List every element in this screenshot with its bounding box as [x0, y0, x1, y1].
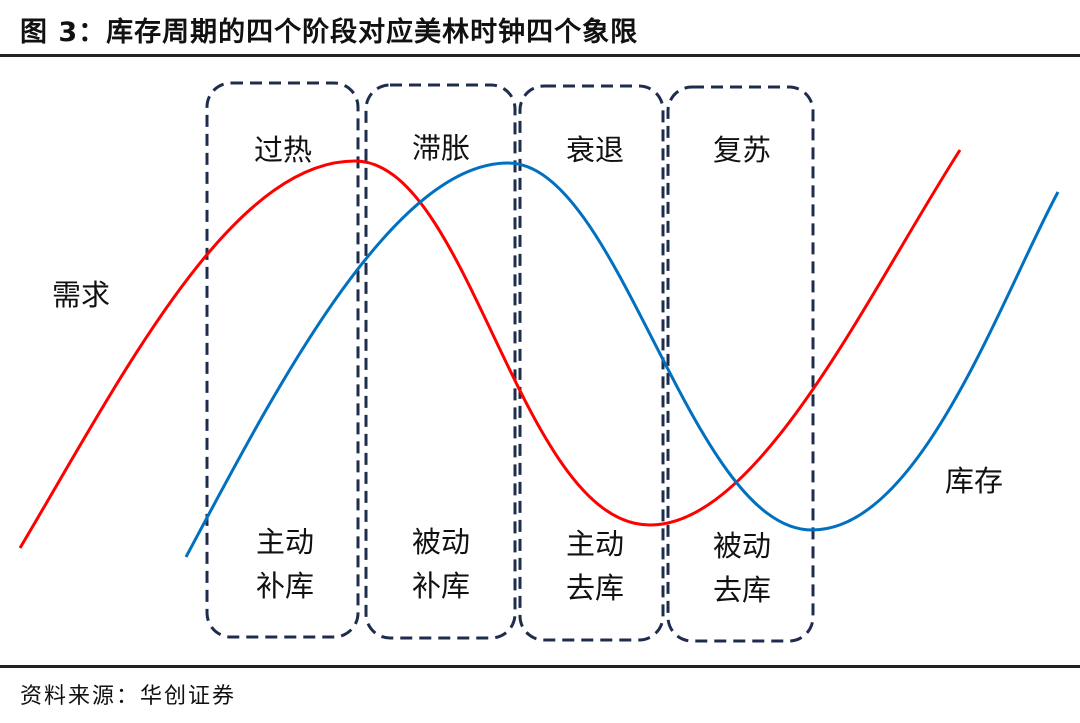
phase-label-overheat: 过热 — [253, 133, 312, 167]
phase-label-recession: 衰退 — [565, 133, 624, 167]
phase-box-stagflation — [364, 83, 517, 640]
demand-curve — [18, 149, 962, 549]
stage-label-active-restock: 主动 补库 — [255, 525, 314, 603]
inventory-curve — [184, 161, 1060, 558]
inventory-label: 库存 — [945, 464, 1004, 498]
stage-label-active-destock: 主动 去库 — [565, 527, 624, 605]
phase-box-recovery — [666, 85, 815, 643]
source-note: 资料来源：华创证券 — [20, 684, 237, 709]
phase-label-recovery: 复苏 — [712, 133, 771, 167]
top-divider — [0, 54, 1080, 57]
bottom-divider — [0, 665, 1080, 668]
stage-label-passive-restock: 被动 补库 — [411, 525, 470, 603]
phase-box-recession — [518, 84, 665, 642]
figure-title: 图 3：库存周期的四个阶段对应美林时钟四个象限 — [20, 17, 639, 48]
stage-label-passive-destock: 被动 去库 — [712, 529, 771, 607]
phase-label-stagflation: 滞胀 — [411, 131, 470, 165]
demand-label: 需求 — [52, 278, 111, 312]
